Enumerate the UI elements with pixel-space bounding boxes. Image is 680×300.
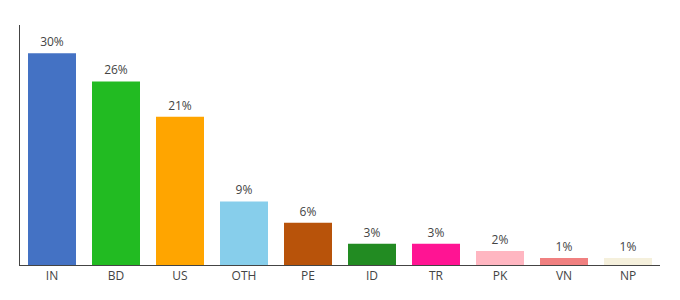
svg-text:3%: 3% [428,224,445,241]
svg-text:VN: VN [556,267,572,284]
svg-text:PK: PK [493,267,508,284]
svg-text:1%: 1% [556,238,573,255]
svg-text:US: US [172,267,187,284]
svg-text:30%: 30% [40,33,64,50]
svg-text:ID: ID [366,267,378,284]
svg-text:TR: TR [429,267,444,284]
svg-text:3%: 3% [364,224,381,241]
svg-text:21%: 21% [168,97,192,114]
svg-text:IN: IN [46,267,58,284]
svg-text:OTH: OTH [232,267,257,284]
svg-text:1%: 1% [620,238,637,255]
svg-text:BD: BD [108,267,124,284]
svg-text:26%: 26% [104,61,128,78]
svg-text:NP: NP [620,267,636,284]
svg-text:6%: 6% [300,203,317,220]
svg-text:9%: 9% [236,181,253,198]
svg-text:PE: PE [301,267,315,284]
svg-text:2%: 2% [492,231,509,248]
